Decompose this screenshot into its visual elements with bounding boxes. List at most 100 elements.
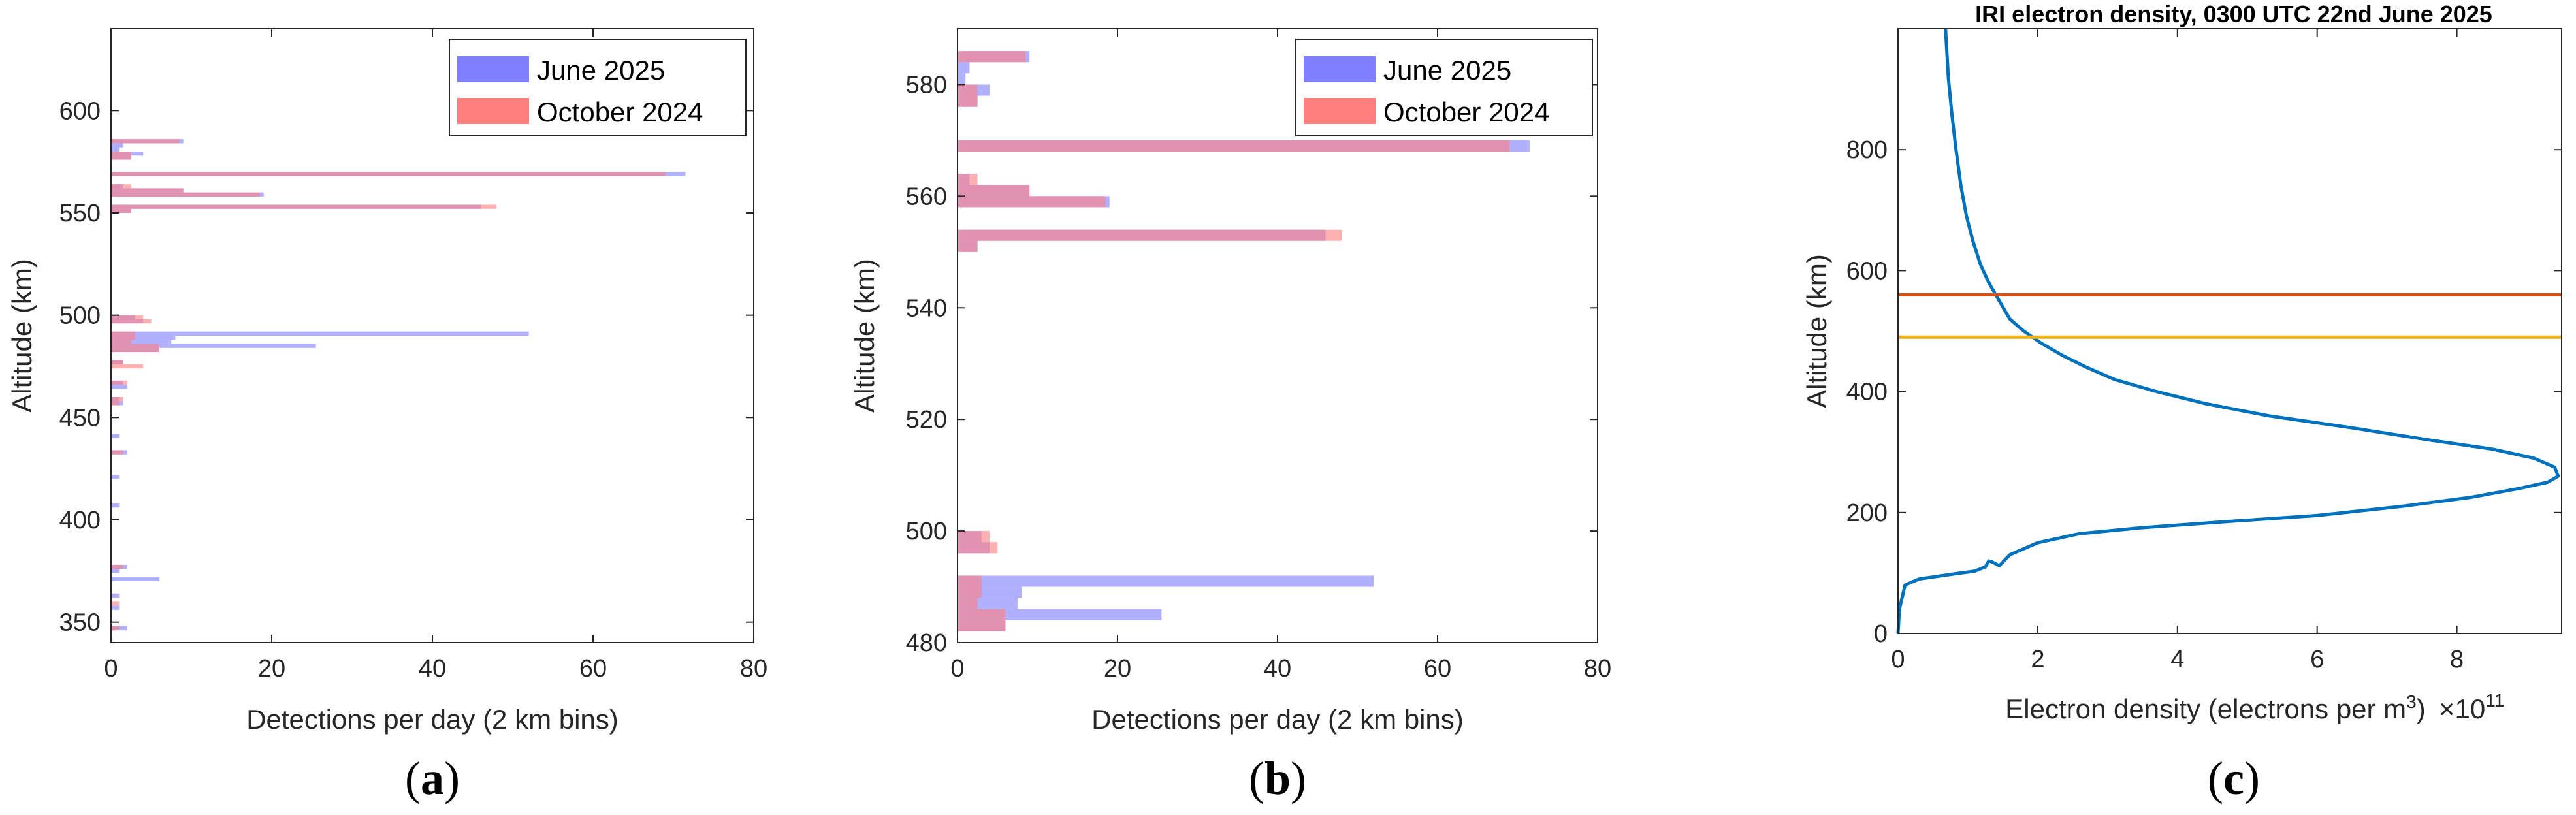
panel-label-a: (a) [405,752,460,805]
lines-c [1896,28,2562,634]
bars-b [958,51,1530,631]
x-tick-label: 2 [2031,646,2044,673]
bar-october-2024 [958,542,998,554]
y-tick-label: 550 [59,200,101,227]
x-axis-label-c: Electron density (electrons per m3) [2005,692,2426,724]
legend-b: June 2025 October 2024 [1295,39,1593,136]
x-tick-label: 20 [258,655,285,682]
chart-panel-c: IRI electron density, 0300 UTC 22nd June… [1801,1,2562,805]
bar-june-2025 [111,503,120,508]
bar-october-2024 [958,140,1510,152]
bar-october-2024 [111,601,120,606]
legend-swatch-oct-b [1304,98,1376,124]
legend-swatch-oct-a [457,98,529,124]
bar-october-2024 [111,172,666,176]
x-tick-label: 0 [104,655,118,682]
x-tick-label: 80 [740,655,767,682]
bar-october-2024 [958,185,1030,197]
y-tick-label: 600 [1846,257,1888,285]
bar-october-2024 [111,564,123,569]
y-tick-label: 500 [906,518,947,545]
bar-october-2024 [111,626,120,631]
bar-june-2025 [111,385,127,389]
bar-june-2025 [111,475,120,479]
bar-october-2024 [111,360,123,364]
bar-october-2024 [111,364,144,369]
electron-density-curve [1896,28,2560,634]
x-tick-label: 6 [2310,646,2324,673]
chart-panel-b: 0 20 40 60 80 480 500 520 540 560 580 Detections p… [849,28,1611,805]
y-tick-label: 580 [906,71,947,99]
bar-june-2025 [111,344,316,348]
bar-october-2024 [958,575,982,587]
x-tick-label: 4 [2170,646,2184,673]
x-tick-label: 40 [1264,655,1291,682]
legend-a: June 2025 October 2024 [449,39,747,136]
bar-october-2024 [111,397,123,402]
bar-june-2025 [958,609,1162,620]
x-axis-label-a: Detections per day (2 km bins) [246,704,619,735]
x-tick-label: 80 [1584,655,1611,682]
bar-october-2024 [958,620,1006,631]
y-tick-label: 200 [1846,500,1888,527]
bar-october-2024 [111,450,123,455]
y-tick-label: 480 [906,630,947,657]
bar-october-2024 [111,336,135,340]
bar-october-2024 [958,609,1006,620]
bars-a [111,139,686,631]
ticks-c: 0 2 4 6 8 0 200 400 600 800 [1846,29,2562,673]
chart-title-c: IRI electron density, 0300 UTC 22nd June… [1975,1,2492,27]
bar-october-2024 [958,240,978,252]
legend-label-oct-a: October 2024 [537,97,703,127]
bar-october-2024 [958,598,978,609]
bar-october-2024 [111,344,159,348]
bar-october-2024 [958,229,1342,241]
bar-june-2025 [111,336,176,340]
ticks-b: 0 20 40 60 80 480 500 520 540 560 580 [906,29,1611,682]
bar-october-2024 [111,192,260,197]
x-tick-label: 40 [419,655,446,682]
bar-june-2025 [111,147,120,152]
bar-october-2024 [958,196,1106,208]
legend-label-oct-b: October 2024 [1383,97,1550,127]
bar-october-2024 [111,319,152,324]
x-multiplier-c: ×1011 [2439,690,2504,724]
y-axis-label-b: Altitude (km) [849,259,880,413]
bar-june-2025 [958,62,970,74]
y-tick-label: 800 [1846,136,1888,164]
ticks-a: 0 20 40 60 80 350 400 450 500 550 600 [59,29,767,682]
bar-october-2024 [111,204,497,209]
bar-october-2024 [958,174,978,185]
bar-october-2024 [111,380,127,385]
bar-october-2024 [958,51,1026,63]
y-axis-label-c: Altitude (km) [1801,254,1832,408]
bar-october-2024 [111,315,144,319]
bar-october-2024 [111,155,131,160]
bar-june-2025 [111,577,159,581]
bar-october-2024 [958,84,978,96]
bar-june-2025 [111,605,120,610]
y-tick-label: 0 [1874,620,1888,648]
bar-october-2024 [958,586,982,598]
bar-june-2025 [111,569,120,573]
y-tick-label: 500 [59,302,101,330]
bar-october-2024 [111,347,159,353]
x-tick-label: 0 [1891,646,1905,673]
bar-october-2024 [111,340,131,344]
y-tick-label: 520 [906,406,947,434]
bar-october-2024 [111,331,135,336]
x-tick-label: 20 [1104,655,1131,682]
y-tick-label: 540 [906,295,947,322]
bar-june-2025 [111,331,529,336]
legend-swatch-june-b [1304,56,1376,82]
legend-swatch-june-a [457,56,529,82]
x-tick-label: 8 [2450,646,2464,673]
y-axis-label-a: Altitude (km) [7,259,37,413]
bar-june-2025 [111,434,120,438]
bar-june-2025 [111,593,120,598]
y-tick-label: 560 [906,183,947,210]
bar-june-2025 [111,143,123,148]
x-tick-label: 0 [950,655,964,682]
x-tick-label: 60 [579,655,607,682]
